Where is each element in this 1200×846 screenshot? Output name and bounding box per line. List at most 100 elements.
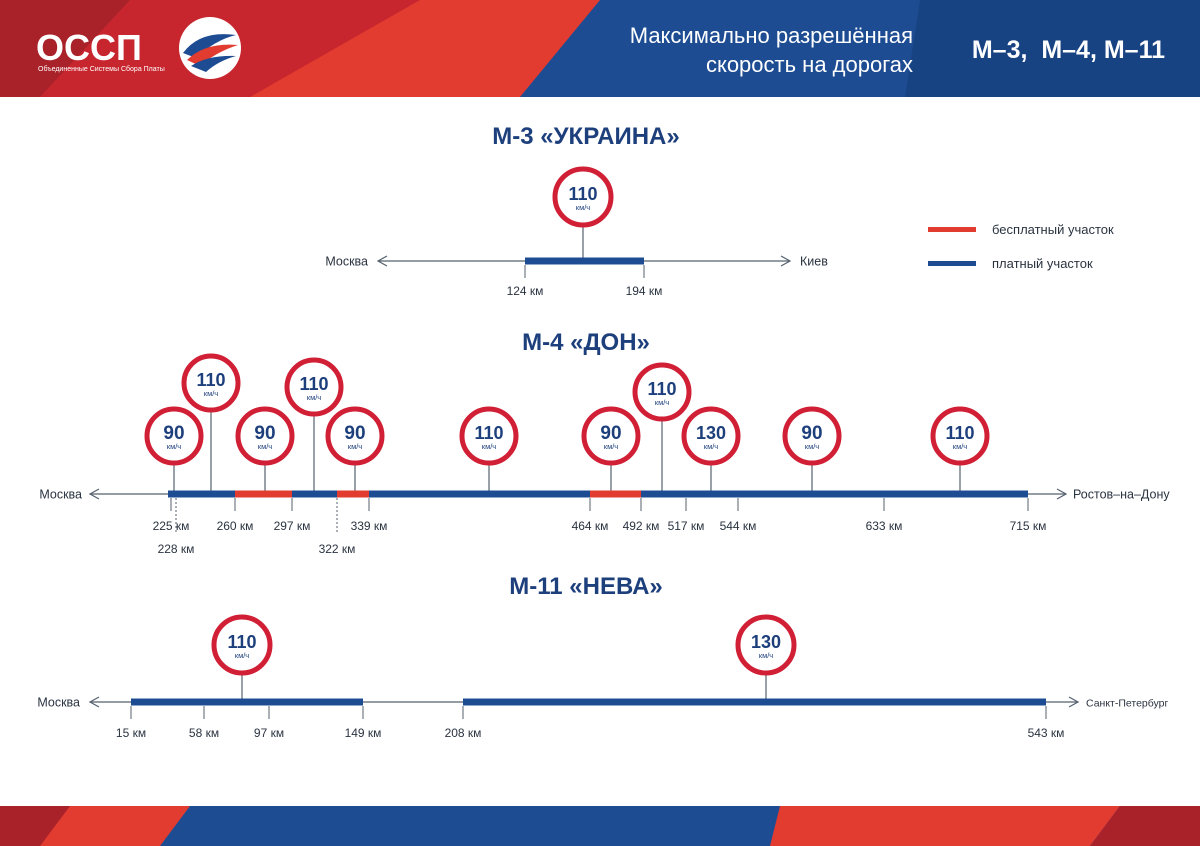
speed-unit-label: км/ч [704, 442, 719, 451]
speed-unit-label: км/ч [258, 442, 273, 451]
km-marker-label: 149 км [345, 726, 382, 740]
arrow-right-icon [1068, 696, 1080, 708]
speed-limit-value: 90 [600, 423, 621, 444]
km-marker-label: 194 км [626, 284, 663, 298]
speed-limit-value: 110 [196, 370, 225, 390]
road-title-m4: М-4 «ДОН» [522, 329, 650, 356]
speed-limit-sign-icon [581, 406, 641, 466]
km-marker-label: 339 км [351, 519, 388, 533]
logo-subtitle: Объединенные Системы Сбора Платы [38, 65, 165, 73]
header-corner-shade [0, 0, 130, 97]
footer-dark-left [0, 806, 70, 846]
km-marker-label: 208 км [445, 726, 482, 740]
logo-emblem-icon [179, 17, 241, 79]
km-marker-label: 544 км [720, 519, 757, 533]
km-marker-label: 297 км [274, 519, 311, 533]
speed-limit-sign-icon [930, 406, 990, 466]
footer-band [0, 806, 1200, 846]
footer-red-right [770, 806, 1120, 846]
arrow-left-icon [88, 488, 100, 500]
speed-unit-label: км/ч [655, 398, 670, 407]
speed-limit-value: 90 [344, 423, 365, 444]
footer-dark-right [1090, 806, 1200, 846]
speed-limit-sign-icon [325, 406, 385, 466]
km-marker-label: 517 км [668, 519, 705, 533]
arrow-left-icon [376, 255, 388, 267]
speed-unit-label: км/ч [235, 651, 250, 660]
speed-limit-value: 110 [299, 374, 328, 394]
speed-unit-label: км/ч [204, 389, 219, 398]
speed-limit-value: 110 [945, 423, 974, 443]
road-segment-paid [292, 490, 337, 498]
speed-limit-sign-icon [632, 362, 692, 422]
speed-limit-value: 130 [751, 632, 781, 652]
end-city-label: Ростов–на–Дону [1073, 488, 1170, 502]
speed-unit-label: км/ч [805, 442, 820, 451]
road-segment-free [590, 490, 641, 498]
speed-limit-sign-icon [284, 357, 344, 417]
end-city-label: Санкт-Петербург [1086, 698, 1169, 710]
header-title-line1: Максимально разрешённая [630, 23, 913, 48]
speed-unit-label: км/ч [953, 442, 968, 451]
speed-limit-sign-icon [735, 614, 797, 676]
speed-unit-label: км/ч [576, 203, 591, 212]
speed-limit-sign-icon [681, 406, 741, 466]
speed-limit-sign-icon [552, 166, 614, 228]
road-segment-paid [369, 490, 590, 498]
start-city-label: Москва [39, 488, 82, 502]
header-banner [0, 0, 1200, 97]
km-marker-label: 633 км [866, 519, 903, 533]
road-title-m3: М-3 «УКРАИНА» [492, 123, 679, 150]
speed-limit-sign-icon [459, 406, 519, 466]
speed-unit-label: км/ч [604, 442, 619, 451]
arrow-right-icon [780, 255, 792, 267]
speed-limit-sign-icon [782, 406, 842, 466]
road-segment-paid [168, 490, 235, 498]
road-segment-paid [131, 698, 363, 706]
speed-unit-label: км/ч [348, 442, 363, 451]
speed-limit-sign-icon [144, 406, 204, 466]
road-segment-paid [463, 698, 1046, 706]
speed-limit-value: 90 [801, 423, 822, 444]
road-title-m11: М-11 «НЕВА» [509, 573, 663, 600]
end-city-label: Киев [800, 255, 828, 269]
speed-limit-sign-icon [181, 353, 241, 413]
km-marker-label: 97 км [254, 726, 284, 740]
speed-limit-sign-icon [211, 614, 273, 676]
legend-free-label: бесплатный участок [992, 222, 1114, 237]
speed-limit-value: 130 [696, 423, 726, 443]
km-marker-label: 228 км [158, 542, 195, 556]
road-segment-paid [525, 257, 644, 265]
legend-free-swatch [928, 227, 976, 232]
legend-paid-label: платный участок [992, 256, 1093, 271]
legend-paid-swatch [928, 261, 976, 266]
km-marker-label: 322 км [319, 542, 356, 556]
road-segment-paid [641, 490, 1028, 498]
header-roads-list: М–3, М–4, М–11 [972, 36, 1165, 64]
km-marker-label: 543 км [1028, 726, 1065, 740]
speed-unit-label: км/ч [307, 393, 322, 402]
start-city-label: Москва [37, 696, 80, 710]
header-title-line2: скорость на дорогах [706, 52, 913, 77]
speed-limit-value: 110 [568, 184, 597, 204]
start-city-label: Москва [325, 255, 368, 269]
km-marker-label: 15 км [116, 726, 146, 740]
speed-unit-label: км/ч [482, 442, 497, 451]
speed-limit-value: 90 [254, 423, 275, 444]
road-m11: Москва Санкт-Петербург 15 км 58 км 97 км 149 … [37, 614, 1169, 740]
legend: бесплатный участок платный участок [928, 222, 1114, 271]
km-marker-label: 225 км [153, 519, 190, 533]
speed-limit-value: 90 [163, 423, 184, 444]
km-marker-label: 260 км [217, 519, 254, 533]
km-marker-label: 464 км [572, 519, 609, 533]
logo: ОССП Объединенные Системы Сбора Платы [36, 17, 241, 79]
road-segment-free [337, 490, 369, 498]
logo-text: ОССП [36, 27, 142, 68]
speed-unit-label: км/ч [759, 651, 774, 660]
header-right-shade [905, 0, 1200, 97]
speed-limit-value: 110 [227, 632, 256, 652]
arrow-left-icon [88, 696, 100, 708]
road-m4: Москва Ростов–на–Дону 225 км 228 км 260 км 29… [39, 353, 1170, 556]
